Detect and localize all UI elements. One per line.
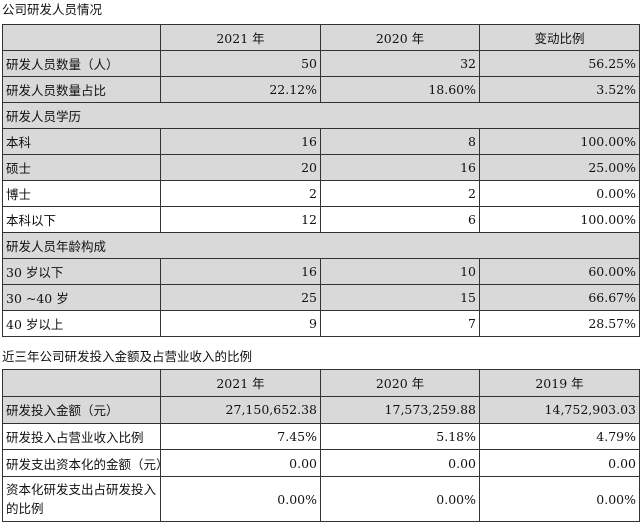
row-label: 硕士: [2, 154, 161, 181]
cell-change: 66.67%: [479, 284, 640, 311]
section-title-rd-investment: 近三年公司研发投入金额及占营业收入的比例: [2, 349, 253, 364]
table-row: 研发支出资本化的金额（元） 0.00 0.00 0.00: [2, 449, 640, 478]
row-label: 资本化研发支出占研发投入的比例: [2, 476, 161, 523]
table-header-row: 2021 年 2020 年 2019 年: [2, 369, 640, 397]
cell-change: 3.52%: [479, 76, 640, 103]
row-label: 本科以下: [2, 206, 161, 233]
header-cell-change-ratio: 变动比例: [479, 24, 640, 51]
cell-2021: 12: [160, 206, 321, 233]
cell-2021: 27,150,652.38: [160, 395, 321, 424]
header-cell-2020: 2020 年: [320, 369, 480, 397]
cell-2021: 22.12%: [160, 76, 321, 103]
header-cell-2021: 2021 年: [160, 369, 321, 397]
cell-2021: 0.00%: [160, 476, 321, 523]
cell-2020: 17,573,259.88: [320, 395, 480, 424]
cell-2021: 20: [160, 154, 321, 181]
cell-change: 25.00%: [479, 154, 640, 181]
rd-investment-table: 2021 年 2020 年 2019 年 研发投入金额（元） 27,150,65…: [2, 369, 640, 523]
cell-2020: 0.00%: [320, 476, 480, 523]
table-row: 博士 2 2 0.00%: [2, 180, 640, 207]
cell-2021: 2: [160, 180, 321, 207]
group-label-education: 研发人员学历: [2, 102, 640, 129]
group-label-age: 研发人员年龄构成: [2, 232, 640, 259]
cell-change: 56.25%: [479, 50, 640, 77]
header-cell-2019: 2019 年: [479, 369, 640, 397]
cell-2020: 6: [320, 206, 480, 233]
table-group-row: 研发人员年龄构成: [2, 232, 640, 259]
table-header-row: 2021 年 2020 年 变动比例: [2, 24, 640, 51]
header-cell-empty: [2, 369, 161, 397]
cell-2020: 0.00: [320, 449, 480, 478]
cell-2020: 2: [320, 180, 480, 207]
cell-2020: 7: [320, 310, 480, 337]
table-row: 研发人员数量（人） 50 32 56.25%: [2, 50, 640, 77]
row-label: 30 ~40 岁: [2, 284, 161, 311]
cell-2021: 0.00: [160, 449, 321, 478]
table-row: 研发投入金额（元） 27,150,652.38 17,573,259.88 14…: [2, 395, 640, 424]
cell-2021: 9: [160, 310, 321, 337]
cell-2021: 16: [160, 128, 321, 155]
cell-change: 0.00%: [479, 180, 640, 207]
cell-2020: 15: [320, 284, 480, 311]
cell-2019: 4.79%: [479, 422, 640, 451]
cell-2021: 25: [160, 284, 321, 311]
cell-change: 28.57%: [479, 310, 640, 337]
table-row: 研发投入占营业收入比例 7.45% 5.18% 4.79%: [2, 422, 640, 451]
table-row: 本科 16 8 100.00%: [2, 128, 640, 155]
cell-2020: 16: [320, 154, 480, 181]
table-row: 研发人员数量占比 22.12% 18.60% 3.52%: [2, 76, 640, 103]
cell-2020: 5.18%: [320, 422, 480, 451]
header-cell-2020: 2020 年: [320, 24, 480, 51]
cell-change: 100.00%: [479, 206, 640, 233]
header-cell-empty: [2, 24, 161, 51]
section-title-rd-staff: 公司研发人员情况: [2, 2, 103, 17]
cell-2021: 7.45%: [160, 422, 321, 451]
cell-change: 60.00%: [479, 258, 640, 285]
row-label: 研发投入金额（元）: [2, 395, 161, 424]
row-label: 研发人员数量（人）: [2, 50, 161, 77]
cell-2019: 0.00%: [479, 476, 640, 523]
table-row: 40 岁以上 9 7 28.57%: [2, 310, 640, 337]
table-row: 资本化研发支出占研发投入的比例 0.00% 0.00% 0.00%: [2, 476, 640, 523]
row-label: 本科: [2, 128, 161, 155]
cell-2020: 8: [320, 128, 480, 155]
cell-2020: 18.60%: [320, 76, 480, 103]
cell-2019: 0.00: [479, 449, 640, 478]
cell-change: 100.00%: [479, 128, 640, 155]
row-label: 研发支出资本化的金额（元）: [2, 449, 161, 478]
header-cell-2021: 2021 年: [160, 24, 321, 51]
row-label: 30 岁以下: [2, 258, 161, 285]
cell-2020: 10: [320, 258, 480, 285]
cell-2021: 50: [160, 50, 321, 77]
row-label: 研发投入占营业收入比例: [2, 422, 161, 451]
row-label: 40 岁以上: [2, 310, 161, 337]
cell-2021: 16: [160, 258, 321, 285]
table-row: 30 ~40 岁 25 15 66.67%: [2, 284, 640, 311]
table-row: 本科以下 12 6 100.00%: [2, 206, 640, 233]
cell-2020: 32: [320, 50, 480, 77]
table-row: 30 岁以下 16 10 60.00%: [2, 258, 640, 285]
row-label: 博士: [2, 180, 161, 207]
row-label: 研发人员数量占比: [2, 76, 161, 103]
rd-staff-table: 2021 年 2020 年 变动比例 研发人员数量（人） 50 32 56.25…: [2, 24, 640, 337]
table-group-row: 研发人员学历: [2, 102, 640, 129]
cell-2019: 14,752,903.03: [479, 395, 640, 424]
table-row: 硕士 20 16 25.00%: [2, 154, 640, 181]
